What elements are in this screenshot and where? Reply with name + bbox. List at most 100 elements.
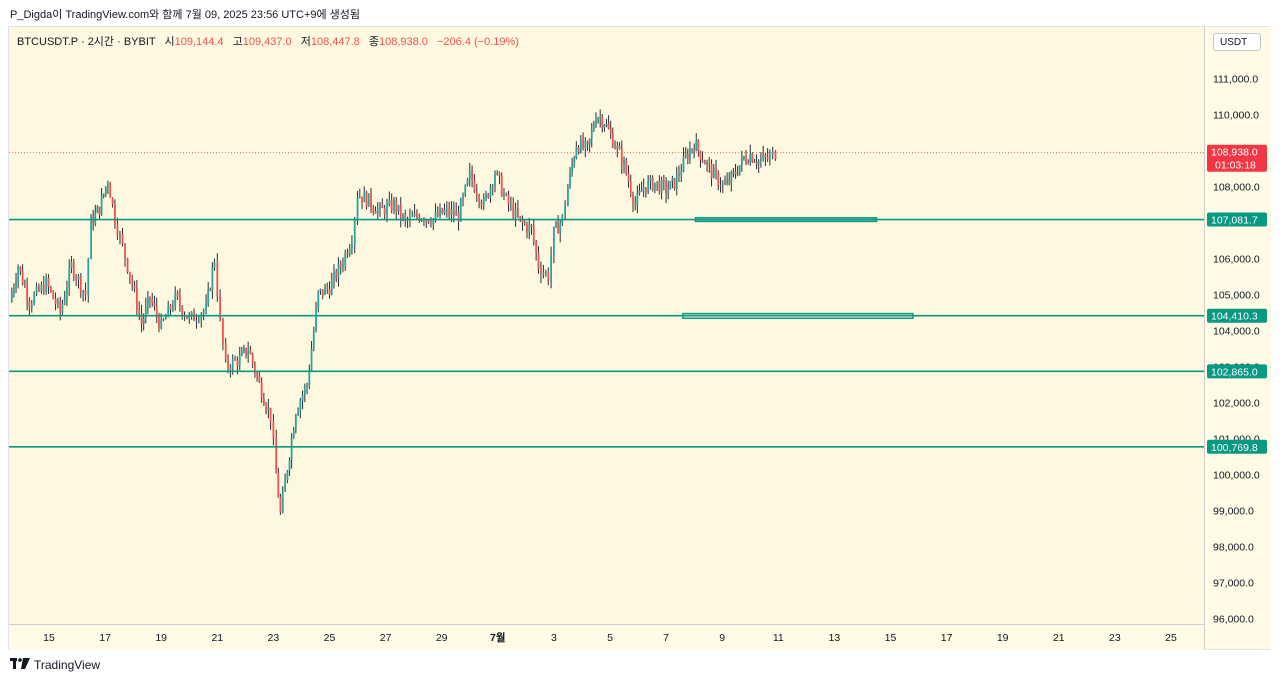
candle-up: [207, 289, 210, 304]
level-badge-2: [1207, 308, 1267, 323]
candle-up: [200, 314, 203, 321]
candle-up: [542, 272, 545, 275]
tradingview-logo[interactable]: TradingView: [10, 658, 100, 672]
candle-down: [547, 271, 550, 282]
candle-up: [768, 154, 771, 159]
candle-up: [33, 293, 36, 304]
candle-down: [339, 263, 342, 267]
candle-down: [724, 182, 726, 185]
time-tick-label: 15: [43, 632, 55, 644]
candle-up: [649, 177, 652, 181]
candle-down: [478, 195, 480, 203]
symbol-legend: BTCUSDT.P · 2시간 · BYBIT 시109,144.4 고109,…: [17, 33, 519, 49]
candle-up: [15, 281, 17, 288]
candle-up: [100, 195, 103, 215]
time-tick-label: 13: [829, 632, 841, 644]
candle-down: [321, 289, 324, 295]
candle-down: [607, 123, 610, 129]
candle-down: [84, 290, 87, 296]
candle-down: [601, 117, 604, 128]
candle-down: [766, 156, 769, 159]
candle-up: [485, 194, 487, 199]
candle-down: [530, 225, 533, 227]
candle-down: [728, 179, 731, 183]
candle-up: [351, 244, 353, 249]
low-label: 저: [300, 36, 311, 48]
candle-down: [222, 318, 224, 344]
currency-button[interactable]: USDT: [1213, 33, 1261, 51]
candle-down: [395, 200, 398, 212]
chart-frame[interactable]: BTCUSDT.P · 2시간 · BYBIT 시109,144.4 고109,…: [8, 26, 1271, 650]
candle-up: [569, 171, 571, 187]
candle-up: [599, 117, 602, 119]
candle-up: [496, 172, 499, 175]
candle-up: [379, 204, 381, 209]
candle-down: [521, 218, 524, 223]
candle-down: [370, 193, 372, 208]
candle-up: [195, 320, 198, 322]
price-tick-label: 105,000.0: [1213, 290, 1260, 302]
countdown-label: 01:03:18: [1215, 160, 1256, 172]
candle-down: [517, 208, 519, 217]
candle-up: [455, 211, 458, 216]
candle-up: [56, 300, 59, 305]
candle-up: [762, 154, 765, 160]
price-axis[interactable]: USDT 96,000.0 97,000.0 98,000.0 99,000.0 100…: [1204, 27, 1271, 649]
candle-up: [706, 162, 708, 165]
candle-down: [181, 306, 184, 316]
price-tick-label: 97,000.0: [1213, 578, 1254, 590]
candle-up: [689, 149, 691, 160]
candle-down: [673, 178, 676, 189]
candle-down: [251, 353, 254, 364]
candle-down: [153, 303, 156, 306]
time-tick-label: 25: [1165, 632, 1177, 644]
candle-up: [514, 208, 517, 218]
close-label: 종: [368, 36, 379, 48]
candle-up: [667, 189, 670, 194]
price-tick-label: 106,000.0: [1213, 254, 1260, 266]
candle-down: [256, 372, 259, 377]
candle-up: [567, 186, 569, 206]
candle-up: [559, 222, 562, 234]
candle-down: [480, 202, 483, 206]
candle-up: [188, 316, 191, 319]
candle-down: [764, 154, 767, 157]
candle-up: [171, 306, 174, 310]
candle-up: [107, 183, 109, 187]
candle-up: [35, 286, 38, 294]
candle-up: [82, 290, 85, 293]
candle-up: [286, 471, 289, 481]
low-value: 108,447.8: [310, 36, 360, 48]
candle-up: [288, 459, 291, 472]
candle-up: [17, 267, 20, 282]
candle-up: [96, 206, 99, 213]
candle-down: [279, 497, 282, 513]
candle-up: [680, 171, 683, 176]
candle-up: [413, 213, 416, 217]
candle-down: [335, 271, 338, 279]
candle-down: [719, 185, 722, 187]
candle-up: [636, 193, 639, 205]
candle-up: [684, 154, 687, 157]
candle-up: [402, 214, 404, 219]
candle-up: [292, 430, 295, 439]
candle-up: [388, 199, 391, 205]
candle-up: [205, 303, 207, 311]
candle-up: [669, 181, 672, 190]
time-tick-label: 9: [719, 632, 725, 644]
price-pane[interactable]: BTCUSDT.P · 2시간 · BYBIT 시109,144.4 고109,…: [9, 27, 1204, 624]
candle-down: [219, 296, 222, 319]
symbol-info[interactable]: BTCUSDT.P · 2시간 · BYBIT: [17, 36, 156, 48]
candle-up: [144, 306, 147, 319]
candlestick-chart[interactable]: [9, 27, 1204, 624]
candle-up: [468, 170, 471, 180]
time-axis[interactable]: 15 17 19 21 23 25 27 29 7월 3 5 7 9 11 13 15 17 19 21 23 25: [9, 624, 1204, 650]
candle-down: [126, 258, 129, 273]
candle-up: [267, 407, 270, 411]
candle-up: [247, 350, 250, 356]
candle-down: [693, 148, 696, 151]
candle-down: [260, 382, 263, 399]
level-badge-4: [1207, 439, 1267, 454]
candle-down: [632, 194, 634, 204]
candle-down: [471, 170, 473, 181]
